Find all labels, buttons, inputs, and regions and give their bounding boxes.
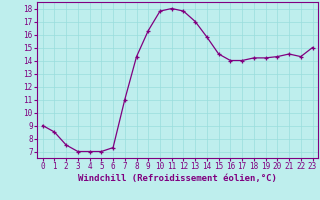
X-axis label: Windchill (Refroidissement éolien,°C): Windchill (Refroidissement éolien,°C) xyxy=(78,174,277,183)
